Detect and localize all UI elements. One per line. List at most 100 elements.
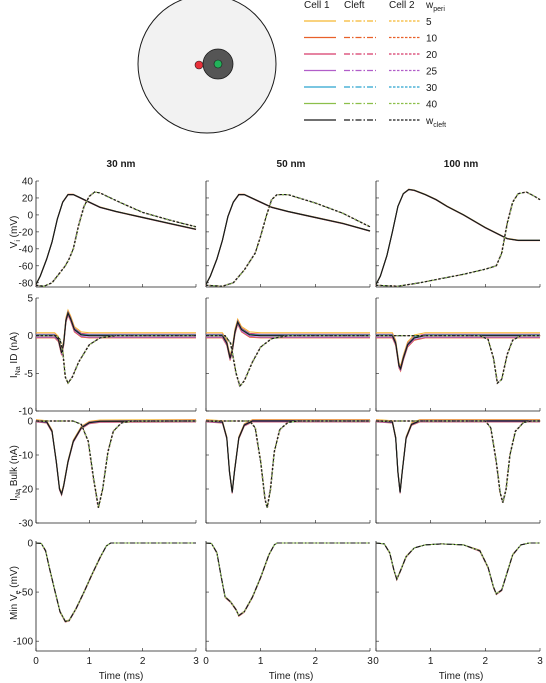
trace-cell2-series — [376, 420, 540, 503]
trace-cell2-wcleft — [206, 335, 370, 388]
panel-ina-bulk-col3 — [375, 419, 541, 524]
legend-label: 20 — [426, 50, 438, 61]
trace-cell1-series — [375, 188, 540, 285]
trace-cell2-series — [376, 335, 541, 385]
y-tick-label: -30 — [19, 519, 34, 530]
ylabel-vi: Vi (mV) — [9, 216, 22, 249]
legend-label: 30 — [426, 83, 438, 94]
trace-cell1-wcleft — [205, 420, 370, 493]
panel-min-ve-col3: 0 1 2 3 — [373, 541, 543, 667]
trace-cell1-wcleft — [205, 194, 371, 285]
trace-cell2-series — [376, 191, 541, 287]
column-title-30nm: 30 nm — [107, 159, 136, 170]
trace-cell2-series — [206, 420, 371, 508]
trace-cell1-series — [35, 419, 197, 496]
trace-cell2-wcleft — [376, 335, 540, 385]
legend-w-header: wperi — [425, 0, 445, 13]
trace-cleft-series — [205, 542, 370, 617]
y-tick-label: 40 — [22, 177, 34, 188]
trace-cell2-series — [205, 420, 370, 508]
trace-cleft-wcleft — [205, 542, 370, 617]
x-tick-label: 0 — [373, 656, 379, 667]
trace-cell1-series — [206, 319, 370, 357]
x-tick-label: 0 — [33, 656, 39, 667]
y-tick-label: 5 — [27, 294, 33, 305]
trace-cell2-series — [205, 420, 370, 508]
trace-cell2-series — [376, 335, 541, 385]
column-title-100nm: 100 nm — [444, 159, 479, 170]
x-tick-label: 2 — [313, 656, 319, 667]
legend-col-header-cell2: Cell 2 — [389, 0, 415, 11]
legend-col-header-cell1: Cell 1 — [304, 0, 330, 11]
panel-ina-bulk-col2 — [205, 419, 371, 524]
y-tick-label: -60 — [19, 261, 34, 272]
trace-cell2-series — [205, 194, 371, 287]
legend-label: 25 — [426, 67, 438, 78]
trace-cell2-series — [375, 335, 540, 385]
panel-vi-col1: 40 20 0 -20 -40 -60 -80 — [19, 177, 197, 289]
trace-cell1-wcleft — [36, 311, 196, 354]
green-marker-dot — [213, 59, 223, 69]
trace-cell1-series — [375, 188, 540, 285]
trace-cell2-series — [376, 335, 541, 385]
y-tick-label: -5 — [24, 369, 33, 380]
panel-ina-bulk-col1: 0 -10 -20 -30 — [19, 417, 197, 530]
trace-cell2-wcleft — [36, 335, 196, 385]
y-tick-label: 20 — [22, 193, 34, 204]
panel-vi-col3 — [375, 180, 541, 288]
y-tick-label: -20 — [19, 485, 34, 496]
y-tick-label: -50 — [19, 588, 34, 599]
y-tick-label: -80 — [19, 278, 34, 289]
x-tick-label: 3 — [367, 656, 373, 667]
x-tick-label: 1 — [87, 656, 93, 667]
trace-cell2-series — [206, 335, 370, 388]
trace-cell1-wcleft — [206, 320, 370, 359]
x-tick-label: 0 — [203, 656, 209, 667]
trace-cell2-wcleft — [206, 420, 370, 508]
y-tick-label: -10 — [19, 407, 34, 418]
trace-cell2-wcleft — [36, 420, 196, 508]
trace-cell1-series — [35, 193, 197, 285]
panel-ina-id-col3 — [375, 297, 541, 412]
trace-cell2-series — [35, 420, 196, 508]
trace-cell1-series — [35, 194, 197, 285]
y-tick-label: 0 — [27, 331, 33, 342]
trace-cleft-series — [205, 542, 370, 616]
trace-cell2-series — [36, 420, 197, 508]
xlabel-col1: Time (ms) — [99, 671, 144, 682]
legend-col-header-cleft: Cleft — [344, 0, 365, 11]
trace-cell1-series — [35, 420, 197, 496]
trace-cell2-series — [375, 335, 540, 385]
trace-cleft-wcleft — [375, 542, 540, 595]
y-tick-label: 0 — [27, 210, 33, 221]
trace-cell2-series — [36, 191, 197, 287]
trace-cell1-series — [375, 188, 540, 285]
trace-cell1-series — [35, 420, 197, 496]
y-tick-label: 0 — [27, 417, 33, 428]
trace-cell1-series — [35, 419, 197, 495]
trace-cell2-series — [206, 420, 370, 508]
trace-cell2-series — [205, 194, 370, 287]
trace-cleft-series — [35, 542, 196, 622]
trace-cell1-wcleft — [375, 188, 540, 285]
y-tick-label: -100 — [13, 637, 33, 648]
trace-cleft-series — [375, 542, 540, 595]
legend-label: wcleft — [425, 116, 446, 129]
x-tick-label: 2 — [140, 656, 146, 667]
trace-cell2-series — [36, 420, 196, 508]
xlabel-col3: Time (ms) — [439, 671, 484, 682]
trace-cleft-wcleft — [35, 542, 196, 623]
x-tick-label: 2 — [483, 656, 489, 667]
trace-cell1-series — [35, 194, 197, 285]
column-title-50nm: 50 nm — [277, 159, 306, 170]
ylabel-ina-bulk: INa Bulk (nA) — [9, 445, 22, 501]
legend: Cell 1 Cleft Cell 2 wperi 5 10 20 25 30 40 wcl… — [304, 0, 446, 129]
trace-cell2-series — [35, 191, 197, 287]
trace-cell1-series — [205, 193, 371, 285]
y-tick-label: 0 — [27, 538, 33, 549]
trace-cell1-series — [375, 188, 540, 285]
trace-cell2-wcleft — [376, 420, 540, 503]
trace-cell1-series — [35, 421, 197, 497]
xlabel-col2: Time (ms) — [269, 671, 314, 682]
